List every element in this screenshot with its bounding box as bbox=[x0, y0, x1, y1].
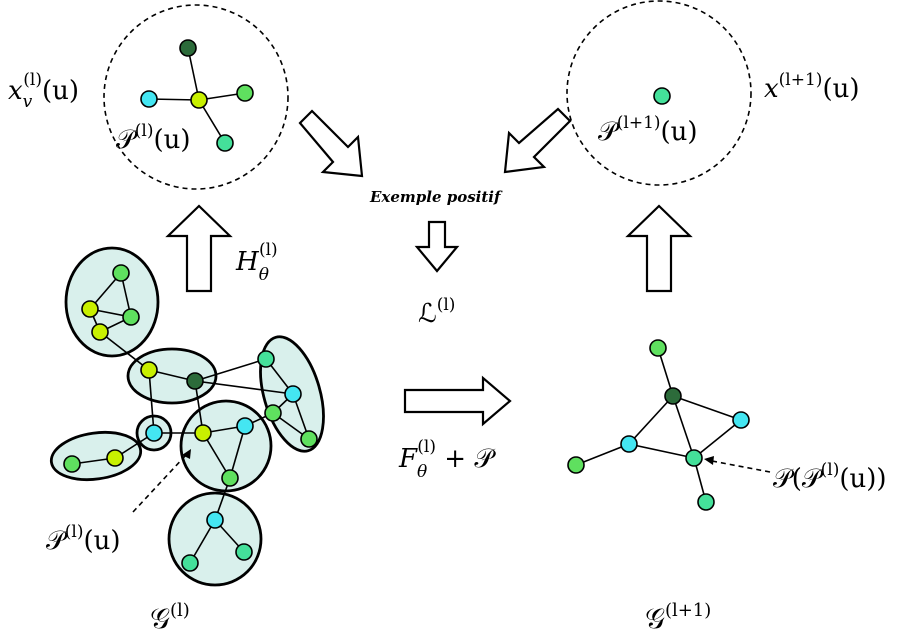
node bbox=[284, 385, 302, 403]
node bbox=[122, 308, 140, 326]
node bbox=[106, 449, 124, 467]
cluster-left bbox=[49, 430, 143, 482]
label-xv-l-u: xv(l)(u) bbox=[8, 70, 79, 112]
arrow-right-to-center bbox=[503, 107, 572, 174]
label-G-l: 𝒢(l) bbox=[150, 600, 190, 635]
node bbox=[697, 493, 715, 511]
label-F-theta-plus-P: Fθ(l) + 𝒫 bbox=[398, 437, 496, 482]
label-P-l-u-bottom: 𝒫(l)(u) bbox=[46, 522, 121, 556]
node bbox=[186, 372, 204, 390]
label-exemple-positif: Exemple positif bbox=[369, 188, 503, 206]
node bbox=[63, 455, 81, 473]
node bbox=[140, 361, 158, 379]
arrow-right-pooling bbox=[403, 375, 512, 427]
pointer-line-right bbox=[711, 460, 771, 473]
pointer-line-left bbox=[132, 454, 187, 513]
node bbox=[216, 134, 234, 152]
arrow-up-right bbox=[625, 204, 693, 293]
node bbox=[567, 456, 585, 474]
node bbox=[236, 84, 254, 102]
node bbox=[257, 350, 275, 368]
node bbox=[140, 90, 158, 108]
neighborhood-circle-right bbox=[566, 0, 752, 186]
label-P-l-u-top: 𝒫(l)(u) bbox=[116, 121, 191, 155]
node bbox=[91, 323, 109, 341]
center-node bbox=[190, 91, 208, 109]
pooled-node-u bbox=[685, 449, 703, 467]
node bbox=[221, 469, 239, 487]
pointer-arrowhead-right bbox=[704, 456, 714, 465]
label-P-of-P-l-u: 𝒫(𝒫(l)(u)) bbox=[773, 460, 887, 494]
node bbox=[649, 339, 667, 357]
graph-G-l bbox=[49, 246, 325, 587]
node bbox=[664, 387, 682, 405]
node bbox=[81, 300, 99, 318]
top-left-neighborhood bbox=[103, 4, 289, 190]
top-right-neighborhood bbox=[566, 0, 752, 186]
arrow-left-to-center bbox=[298, 109, 364, 178]
pooled-node bbox=[653, 87, 671, 105]
label-P-l1-u: 𝒫(l+1)(u) bbox=[598, 113, 698, 147]
node bbox=[179, 39, 197, 57]
center-node-u bbox=[194, 424, 212, 442]
cluster-bottom bbox=[167, 491, 263, 587]
node bbox=[145, 424, 163, 442]
node bbox=[300, 430, 318, 448]
arrow-down-to-loss bbox=[414, 220, 460, 273]
arrow-up-left bbox=[165, 204, 233, 293]
label-L-l: ℒ(l) bbox=[418, 295, 455, 329]
label-H-theta-l: Hθ(l) bbox=[235, 240, 278, 285]
node bbox=[620, 435, 638, 453]
node bbox=[235, 543, 253, 561]
label-G-l1: 𝒢(l+1) bbox=[645, 600, 711, 635]
label-x-l1-u: x(l+1)(u) bbox=[764, 70, 859, 104]
graph-G-l1 bbox=[567, 339, 750, 511]
node bbox=[264, 404, 282, 422]
cluster-top bbox=[64, 246, 160, 358]
node bbox=[732, 411, 750, 429]
neighborhood-circle-left bbox=[103, 4, 289, 190]
node bbox=[112, 264, 130, 282]
node bbox=[236, 417, 254, 435]
node bbox=[181, 554, 199, 572]
pointer-arrowhead-left bbox=[182, 449, 191, 459]
node bbox=[206, 511, 224, 529]
